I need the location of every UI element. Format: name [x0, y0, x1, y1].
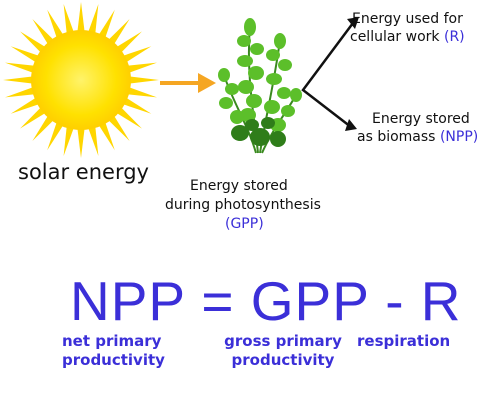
sun-ray — [47, 9, 65, 41]
sun-ray — [10, 46, 42, 64]
sun-ray — [126, 76, 159, 84]
r-abbreviation: (R) — [443, 29, 465, 45]
gpp-label-line1: Energy stored — [190, 178, 288, 194]
sun-ray — [124, 62, 157, 74]
sun-ray — [106, 19, 130, 47]
npp-term-label: net primary productivity — [62, 332, 165, 369]
sun-ray — [77, 2, 85, 35]
sun-ray — [87, 4, 99, 37]
gpp-term-label: gross primary productivity — [224, 332, 342, 369]
energy-biomass-text: as biomass — [357, 129, 436, 145]
sun-ray — [97, 9, 115, 41]
sun-ray — [5, 62, 38, 74]
energy-biomass-label-line2: as biomass (NPP) — [357, 130, 478, 144]
gpp-label-line2: during photosynthesis — [165, 197, 321, 213]
energy-used-label-line2: cellular work (R) — [350, 30, 465, 44]
sun-ray — [32, 19, 56, 47]
sun-ray — [10, 96, 42, 114]
sun-ray — [97, 119, 115, 151]
sun-ray — [114, 105, 142, 129]
r-term-label: respiration — [357, 332, 451, 350]
npp-abbreviation: (NPP) — [439, 129, 479, 145]
energy-biomass-label-line1: Energy stored — [372, 111, 470, 127]
sun-ray — [114, 31, 142, 55]
solar-energy-label: solar energy — [18, 160, 149, 184]
sun-ray — [124, 86, 157, 98]
branching-arrows-icon — [295, 15, 365, 135]
seaweed-plant-icon — [210, 5, 305, 155]
energy-used-text: cellular work — [350, 29, 440, 45]
sun-ray — [20, 31, 48, 55]
sun-ray — [120, 46, 152, 64]
npp-equation: NPP = GPP - R — [70, 270, 462, 332]
sun-ray — [32, 113, 56, 141]
sun-ray — [5, 86, 38, 98]
sun-ray — [3, 76, 36, 84]
gpp-abbreviation: (GPP) — [225, 216, 264, 232]
sun-icon — [0, 0, 162, 162]
sun-ray — [20, 105, 48, 129]
sun-ray — [106, 113, 130, 141]
sun-ray — [120, 96, 152, 114]
sun-ray — [63, 123, 75, 156]
sun-ray — [63, 4, 75, 37]
energy-used-label-line1: Energy used for — [352, 11, 463, 27]
sun-ray — [47, 119, 65, 151]
arrow-right-icon — [158, 68, 218, 98]
sun-ray — [77, 125, 85, 158]
sun-ray — [87, 123, 99, 156]
